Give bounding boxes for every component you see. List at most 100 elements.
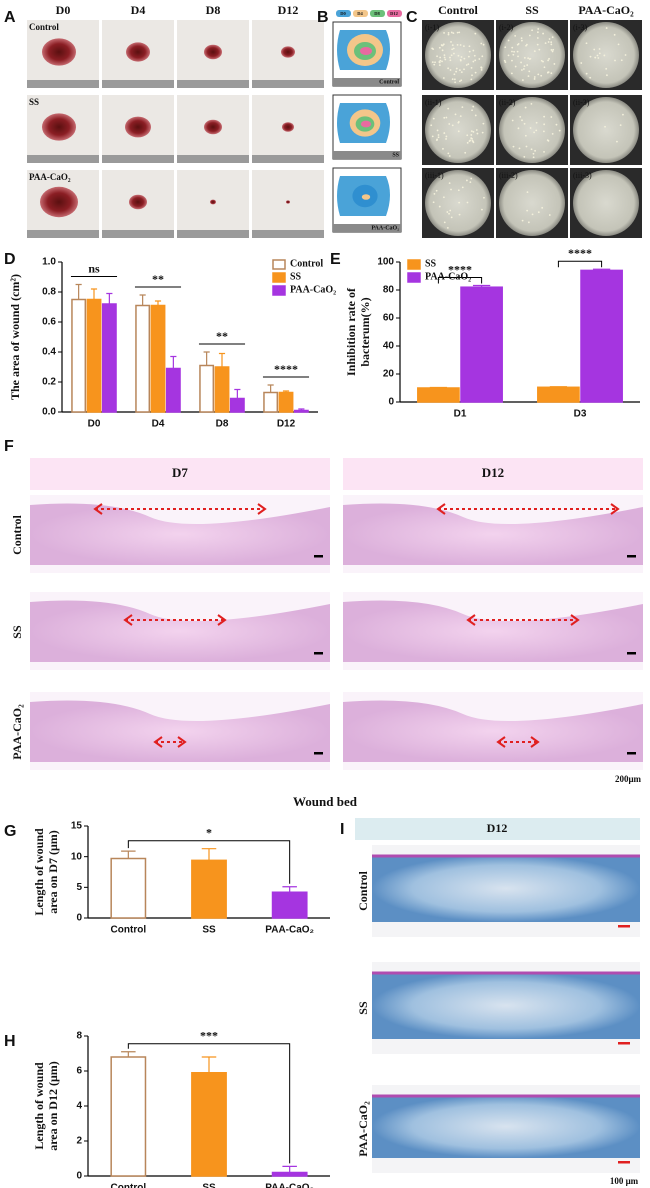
y-axis-label: area on D7 (μm) [46, 830, 60, 914]
x-tick-label: Control [111, 925, 147, 936]
y-tick-label: 0 [76, 913, 82, 924]
x-tick-label: D1 [454, 409, 467, 420]
cell-label: (i-1) [425, 23, 440, 32]
row-label: PAA-CaO₂ [371, 225, 399, 231]
colony [452, 47, 455, 50]
colony [480, 42, 483, 45]
error-bar [267, 384, 274, 393]
colony [530, 103, 533, 105]
ruler [333, 224, 401, 232]
bar [71, 298, 87, 413]
colony [523, 122, 526, 125]
wound [42, 113, 76, 141]
agar-plate [573, 170, 639, 236]
legend-label: Control [290, 258, 323, 269]
cell-label: (ii-1) [425, 98, 442, 107]
panel-letter: G [4, 823, 16, 840]
bar [86, 298, 102, 413]
error-bar [106, 292, 113, 304]
y-tick-label: 2 [76, 1136, 82, 1147]
y-tick-label: 40 [383, 341, 395, 352]
colony [527, 57, 530, 60]
legend-swatch [336, 10, 351, 17]
scale-bar [618, 925, 630, 928]
colony [470, 177, 473, 180]
agar-plate [499, 170, 565, 236]
colony [597, 57, 600, 59]
row-label: SS [392, 152, 399, 158]
colony [473, 54, 476, 57]
colony [458, 69, 461, 72]
colony [624, 54, 627, 56]
colony [538, 48, 541, 51]
colony [547, 71, 549, 74]
column-header: D4 [131, 3, 146, 17]
colony [447, 67, 450, 70]
arrow-head [496, 736, 506, 748]
scale-bar [618, 1042, 630, 1045]
colony [511, 46, 514, 49]
ruler [177, 80, 249, 88]
significance-label: *** [200, 1029, 218, 1043]
ruler [252, 230, 324, 238]
colony [456, 31, 459, 34]
colony [550, 41, 553, 44]
colony [517, 55, 519, 58]
column-header: D8 [206, 3, 221, 17]
bar [110, 1056, 147, 1177]
colony [523, 56, 526, 59]
tissue [30, 600, 330, 662]
ruler [27, 230, 99, 238]
caption: Wound bed [293, 794, 358, 809]
bar [150, 304, 166, 413]
colony [481, 55, 484, 58]
colony [589, 76, 592, 79]
colony [447, 31, 450, 34]
colony [470, 78, 473, 81]
colony [458, 201, 461, 204]
y-axis-label: bacterum(%) [358, 297, 372, 366]
row-label: PAA-CaO₂ [29, 172, 71, 182]
colony [550, 72, 553, 75]
significance-bracket [127, 840, 291, 884]
ruler [102, 80, 174, 88]
region-d12 [360, 120, 372, 128]
colony [470, 130, 473, 133]
legend-swatch [407, 259, 421, 270]
significance-label: **** [568, 246, 592, 260]
colony [460, 79, 463, 82]
colony [447, 152, 450, 155]
colony [543, 150, 545, 153]
colony [619, 124, 622, 127]
ruler [177, 230, 249, 238]
colony [620, 59, 623, 62]
colony [526, 191, 529, 194]
colony [465, 64, 468, 66]
y-tick-label: 0 [388, 397, 394, 408]
colony [474, 32, 477, 35]
colony [474, 114, 477, 117]
error-bar [218, 352, 226, 367]
colony [444, 58, 447, 61]
colony [443, 132, 446, 134]
ruler [333, 151, 401, 159]
colony [483, 196, 485, 199]
bar [580, 269, 623, 403]
colony [524, 106, 527, 109]
ruler [27, 155, 99, 163]
tissue [343, 503, 643, 565]
y-tick-label: 0.2 [42, 377, 56, 388]
colony [536, 43, 539, 46]
colony [511, 50, 513, 53]
colony [451, 78, 454, 81]
bar [229, 397, 245, 413]
colony [457, 130, 460, 133]
scale-bar [627, 752, 636, 755]
colony [544, 42, 547, 45]
colony [525, 145, 528, 148]
row-label: PAA-CaO₂ [356, 1101, 370, 1157]
arrow-head [466, 614, 476, 626]
colony [476, 132, 479, 135]
error-bar [201, 848, 217, 861]
colony [529, 127, 532, 129]
